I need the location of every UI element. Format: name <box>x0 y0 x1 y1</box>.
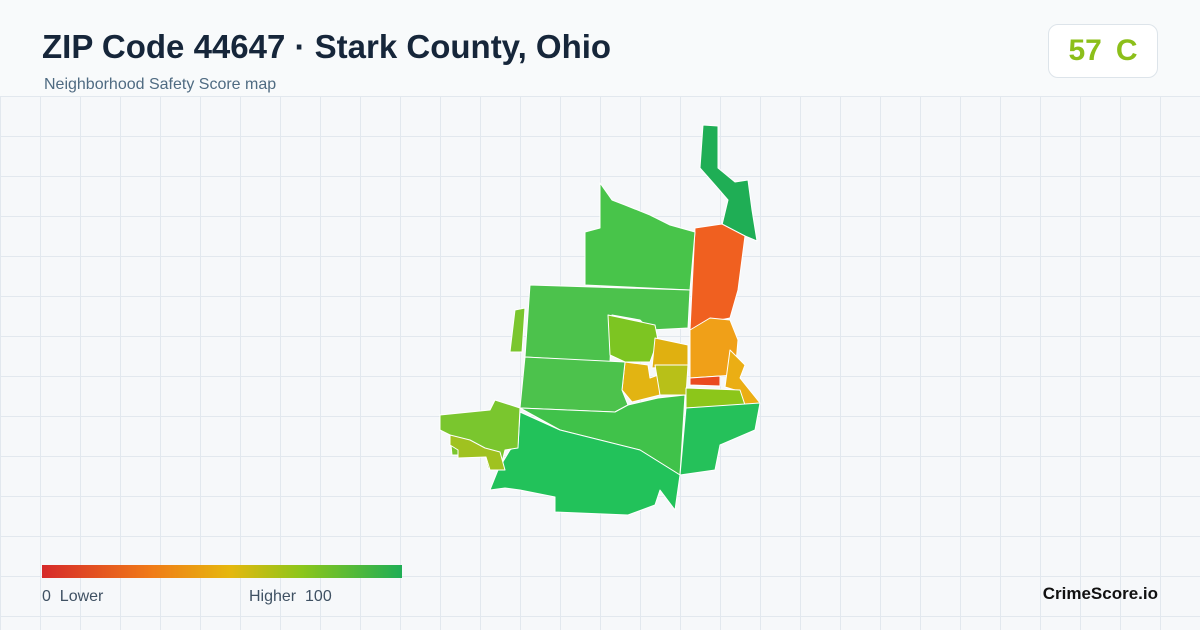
area <box>509 307 526 353</box>
legend-low: 0 Lower <box>42 588 103 606</box>
score-value: 57 <box>1068 34 1102 67</box>
area <box>651 337 689 369</box>
legend-max-label: Higher <box>249 588 297 605</box>
brand: CrimeScore.io <box>1042 584 1158 603</box>
area <box>679 402 761 476</box>
legend-max: 100 <box>305 588 332 605</box>
area <box>689 375 721 387</box>
area <box>607 314 659 363</box>
area <box>689 223 746 331</box>
legend-min: 0 <box>42 588 51 605</box>
area <box>699 124 758 242</box>
header <box>0 0 1200 96</box>
area <box>449 434 506 471</box>
score-grade: C <box>1115 34 1138 67</box>
score-badge: 57 C <box>1048 24 1158 78</box>
area <box>654 364 689 396</box>
legend-gradient <box>42 565 402 578</box>
area <box>519 356 629 413</box>
title: ZIP Code 44647 · Stark County, Ohio <box>42 28 612 65</box>
area <box>584 182 696 291</box>
subtitle: Neighborhood Safety Score map <box>44 76 277 93</box>
legend-high: Higher 100 <box>249 588 332 606</box>
legend-min-label: Lower <box>59 588 104 605</box>
